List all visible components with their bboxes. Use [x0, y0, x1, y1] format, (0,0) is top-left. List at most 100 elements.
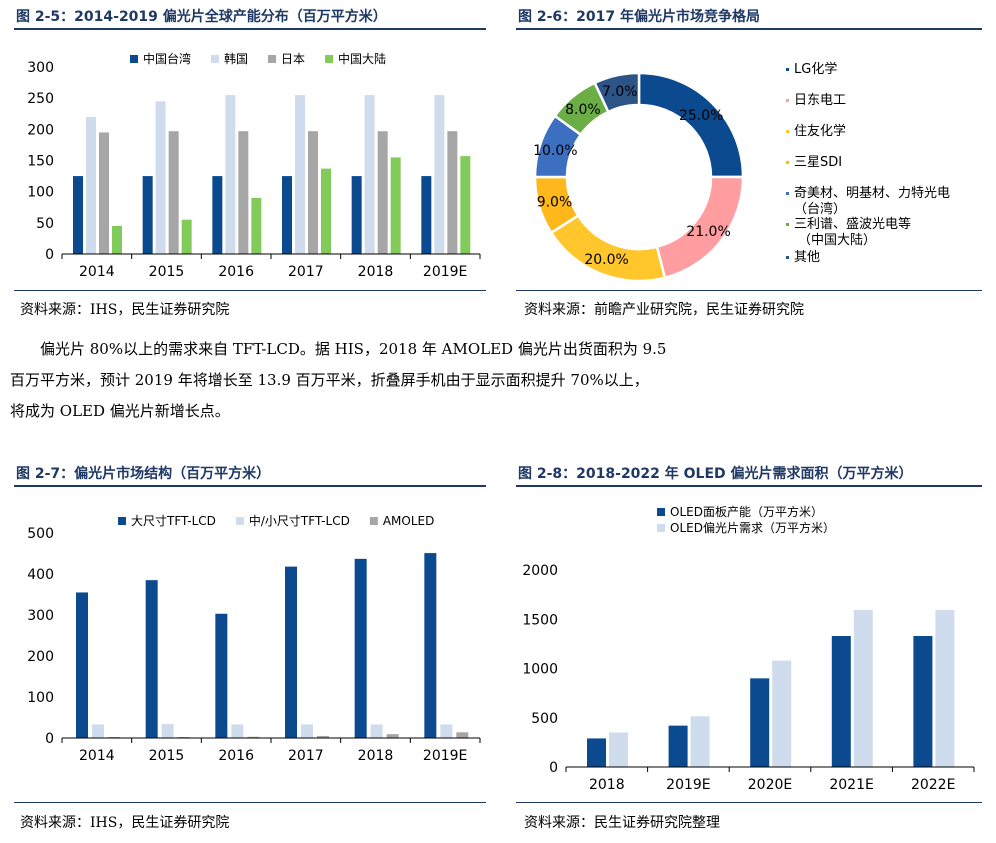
slice-label-4: 10.0% — [533, 143, 577, 159]
legend-label-3: 中国大陆 — [338, 51, 386, 66]
bar-中/小尺寸TFT-LCD-2017 — [301, 724, 313, 738]
y-tick-label: 500 — [531, 711, 558, 727]
x-tick-label-2016: 2016 — [218, 748, 254, 764]
legend-swatch-1 — [657, 524, 665, 532]
y-tick-label: 0 — [45, 247, 54, 263]
bar-大尺寸TFT-LCD-2018 — [354, 558, 367, 738]
y-tick-label: 500 — [27, 526, 54, 542]
slice-label-5: 8.0% — [565, 102, 601, 118]
legend-label-2: 住友化学 — [794, 123, 846, 139]
x-tick-label-2014: 2014 — [79, 264, 115, 280]
legend-marker-0 — [786, 68, 789, 71]
figure-2-7-rule — [14, 802, 486, 803]
figure-2-5-source: 资料来源：IHS，民生证券研究院 — [20, 302, 230, 318]
bar-OLED偏光片需求（万平方米）-2022E — [935, 609, 955, 767]
bar-韩国-2014 — [86, 116, 96, 254]
bar-日本-2019E — [447, 131, 458, 254]
figure-2-6-source: 资料来源：前瞻产业研究院，民生证券研究院 — [524, 302, 804, 318]
figure-2-8-title: 图 2-8：2018-2022 年 OLED 偏光片需求面积（万平方米） — [516, 463, 982, 487]
bar-OLED偏光片需求（万平方米）-2021E — [853, 609, 873, 767]
bar-日本-2014 — [99, 132, 109, 254]
figure-2-8-source: 资料来源：民生证券研究院整理 — [524, 815, 720, 831]
bar-日本-2017 — [308, 131, 318, 254]
figure-2-8-rule — [516, 802, 982, 803]
figure-2-7-source: 资料来源：IHS，民生证券研究院 — [20, 815, 230, 831]
legend-label-0: 中国台湾 — [143, 51, 191, 66]
bar-中/小尺寸TFT-LCD-2019E — [440, 724, 453, 738]
paragraph-line-1: 偏光片 80%以上的需求来自 TFT-LCD。据 HIS，2018 年 AMOL… — [40, 340, 667, 358]
bar-AMOLED-2019E — [456, 732, 469, 738]
figure-2-8-chart: OLED面板产能（万平方米）OLED偏光片需求（万平方米） 0 500 1000 150… — [522, 504, 975, 793]
legend-marker-5 — [786, 223, 789, 226]
bar-中/小尺寸TFT-LCD-2015 — [161, 724, 174, 738]
bar-中国台湾-2014 — [73, 176, 83, 254]
legend-marker-2 — [786, 130, 789, 133]
bar-OLED面板产能（万平方米）-2020E — [750, 678, 770, 767]
x-tick-label-2016: 2016 — [218, 264, 254, 280]
figure-2-6-rule — [516, 290, 982, 291]
y-tick-label: 1500 — [522, 612, 558, 628]
legend-label-1: OLED偏光片需求（万平方米） — [670, 520, 835, 535]
bar-中国大陆-2015 — [181, 219, 192, 254]
y-tick-label: 300 — [27, 608, 54, 624]
figure-2-7-title: 图 2-7：偏光片市场结构（百万平方米） — [14, 463, 486, 487]
legend-label-5: 三利谱、盛波光电等（中国大陆） — [794, 216, 911, 248]
bar-中国台湾-2015 — [142, 176, 153, 254]
body-paragraph: 偏光片 80%以上的需求来自 TFT-LCD。据 HIS，2018 年 AMOL… — [10, 334, 970, 427]
legend-swatch-2 — [369, 517, 378, 525]
legend-label-1: 日东电工 — [794, 93, 846, 108]
slice-label-3: 9.0% — [537, 195, 573, 211]
bar-大尺寸TFT-LCD-2017 — [285, 566, 297, 738]
legend-swatch-3 — [325, 55, 334, 63]
legend-swatch-1 — [235, 517, 244, 525]
bar-韩国-2015 — [155, 101, 166, 255]
x-tick-label-2017: 2017 — [288, 748, 324, 764]
y-tick-label: 2000 — [522, 563, 558, 579]
slice-其他 — [593, 71, 641, 114]
y-tick-label: 0 — [549, 760, 558, 776]
bar-中/小尺寸TFT-LCD-2016 — [231, 724, 244, 738]
legend-label-2: AMOLED — [383, 514, 435, 528]
figure-2-7-chart: 大尺寸TFT-LCD 中/小尺寸TFT-LCD AMOLED 0 100 200 300 40… — [27, 513, 481, 764]
slice-label-1: 21.0% — [686, 224, 730, 240]
bar-OLED面板产能（万平方米）-2018 — [587, 738, 606, 767]
legend-label-0: LG化学 — [794, 61, 837, 77]
bar-韩国-2017 — [295, 95, 305, 254]
bar-中国大陆-2019E — [460, 156, 471, 254]
figure-2-6-chart: 25.0% 21.0% 20.0% 9.0% 10.0% 8.0%7.0% LG化学日东电工… — [533, 61, 950, 283]
legend-label-1: 中/小尺寸TFT-LCD — [249, 513, 350, 528]
legend-swatch-1 — [211, 55, 220, 63]
bar-中国台湾-2016 — [212, 176, 223, 254]
legend-label-0: 大尺寸TFT-LCD — [131, 514, 216, 528]
y-tick-label: 100 — [27, 690, 54, 706]
y-tick-label: 250 — [27, 91, 54, 107]
y-tick-label: 150 — [27, 154, 54, 170]
y-tick-label: 400 — [27, 567, 54, 583]
x-tick-label-2018: 2018 — [358, 264, 394, 280]
legend-label-3: 三星SDI — [794, 155, 842, 170]
legend-label-4: 奇美材、明基材、力特光电（台湾） — [794, 185, 950, 217]
figure-2-5-title: 图 2-5：2014-2019 偏光片全球产能分布（百万平方米） — [14, 6, 486, 30]
bar-大尺寸TFT-LCD-2014 — [76, 592, 88, 738]
legend-swatch-0 — [657, 508, 665, 516]
y-tick-label: 200 — [27, 649, 54, 665]
bar-韩国-2018 — [364, 95, 375, 254]
bar-中国台湾-2017 — [282, 176, 292, 254]
legend-marker-1 — [786, 99, 789, 102]
bar-中国大陆-2014 — [112, 225, 122, 254]
bar-OLED偏光片需求（万平方米）-2018 — [609, 732, 628, 767]
x-tick-label-2019E: 2019E — [423, 264, 467, 280]
x-tick-label-2018: 2018 — [589, 777, 625, 793]
bar-中国台湾-2018 — [351, 176, 362, 254]
x-tick-label-2022E: 2022E — [911, 777, 955, 793]
legend-marker-4 — [786, 192, 789, 195]
bar-中/小尺寸TFT-LCD-2018 — [370, 724, 383, 738]
bar-OLED面板产能（万平方米）-2019E — [668, 725, 688, 767]
x-tick-label-2015: 2015 — [149, 748, 185, 764]
x-tick-label-2017: 2017 — [288, 264, 324, 280]
bar-日本-2016 — [238, 131, 249, 254]
y-tick-label: 300 — [27, 60, 54, 76]
y-tick-label: 1000 — [522, 662, 558, 678]
y-tick-label: 100 — [27, 185, 54, 201]
bar-中国大陆-2017 — [321, 168, 331, 254]
